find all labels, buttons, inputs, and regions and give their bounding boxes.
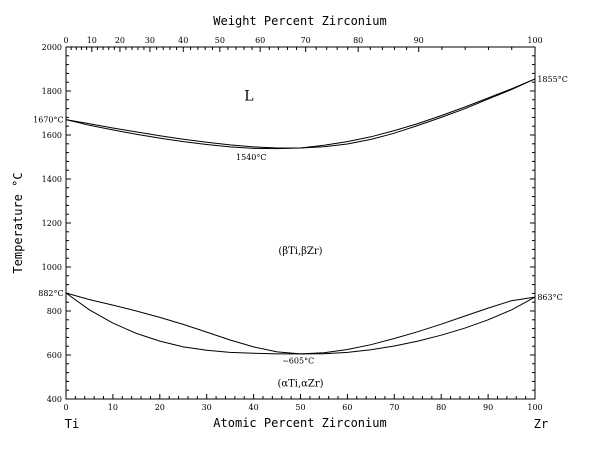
- phase-boundary-line-1: [65, 78, 536, 149]
- annotations-group: L (βTi,βZr) (αTi,αZr) 1670°C 1855°C 1540°C 882…: [33, 75, 568, 390]
- labels-group: Weight Percent Zirconium Atomic Percent …: [11, 14, 548, 431]
- phase-boundary-line-4: [65, 292, 536, 355]
- y-axis-label: Temperature °C: [11, 172, 25, 273]
- x-tick-label: 20: [155, 403, 165, 412]
- annotation-label: L: [244, 89, 253, 105]
- top-tick-label: 30: [145, 36, 155, 45]
- x-tick-label: 10: [108, 403, 118, 412]
- y-tick-label: 1200: [42, 219, 62, 228]
- top-tick-label: 0: [63, 36, 68, 45]
- x-tick-label: 0: [63, 403, 68, 412]
- curves-group: [65, 78, 536, 355]
- endpoint-label-right: Zr: [534, 417, 548, 431]
- y-tick-label: 1600: [42, 131, 62, 140]
- plot-frame: [65, 46, 536, 400]
- y-tick-label: 1800: [42, 87, 62, 96]
- top-tick-label: 20: [115, 36, 125, 45]
- annotation-label: ~605°C: [282, 357, 314, 366]
- x-tick-label: 70: [389, 403, 399, 412]
- phase-boundary-line-2: [65, 78, 536, 150]
- top-tick-label: 60: [255, 36, 265, 45]
- annotation-label: (βTi,βZr): [278, 246, 322, 257]
- top-tick-label: 10: [87, 36, 97, 45]
- top-tick-label: 40: [178, 36, 188, 45]
- endpoint-label-left: Ti: [65, 417, 79, 431]
- x-tick-label: 50: [295, 403, 305, 412]
- top-tick-label: 100: [527, 36, 542, 45]
- y-tick-label: 800: [47, 307, 62, 316]
- top-tick-label: 90: [414, 36, 424, 45]
- ticks-group: 0 10 20 30 40 50 60 70 80 90 100400600800100012001…: [42, 36, 543, 412]
- x-tick-label: 100: [527, 403, 542, 412]
- top-tick-label: 80: [353, 36, 363, 45]
- phase-boundary-line-3: [65, 292, 536, 355]
- top-tick-label: 70: [301, 36, 311, 45]
- top-tick-label: 50: [215, 36, 225, 45]
- annotation-label: 1855°C: [537, 75, 567, 84]
- x-tick-label: 80: [436, 403, 446, 412]
- y-tick-label: 1000: [42, 263, 62, 272]
- x-tick-label: 90: [483, 403, 493, 412]
- y-tick-label: 1400: [42, 175, 62, 184]
- annotation-label: 1670°C: [33, 116, 63, 125]
- axes-group: [65, 46, 536, 400]
- y-tick-label: 600: [47, 351, 62, 360]
- x-tick-label: 40: [249, 403, 259, 412]
- chart-title: Weight Percent Zirconium: [213, 14, 386, 28]
- y-tick-label: 400: [47, 395, 62, 404]
- y-tick-label: 2000: [42, 43, 62, 52]
- annotation-label: 863°C: [537, 293, 562, 302]
- annotation-label: 1540°C: [236, 153, 266, 162]
- annotation-label: 882°C: [38, 289, 63, 298]
- x-axis-label: Atomic Percent Zirconium: [213, 416, 386, 430]
- annotation-label: (αTi,αZr): [277, 379, 323, 390]
- x-tick-label: 30: [202, 403, 212, 412]
- x-tick-label: 60: [342, 403, 352, 412]
